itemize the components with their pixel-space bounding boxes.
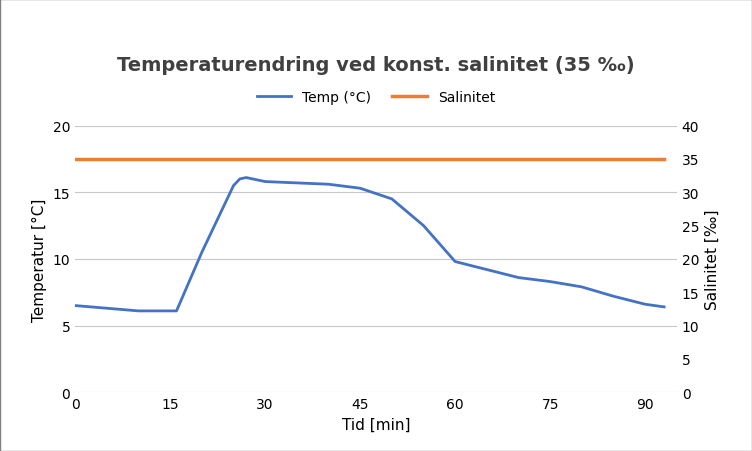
Line: Temp (°C): Temp (°C) [75,178,664,311]
Temp (°C) [546,279,555,285]
Temp (°C) [514,275,523,281]
Temp (°C) [641,302,650,307]
Temp (°C) [197,250,206,255]
Temp (°C) [660,304,669,310]
Temp (°C) [134,308,143,314]
Temp (°C) [419,223,428,229]
Temp (°C) [261,179,270,185]
Temp (°C) [578,285,587,290]
Y-axis label: Salinitet [‰]: Salinitet [‰] [705,209,720,309]
Temp (°C) [229,184,238,189]
Temp (°C) [450,259,459,265]
Temp (°C) [609,294,618,299]
Temp (°C) [235,177,244,182]
Temp (°C) [356,186,365,192]
Temp (°C) [223,197,232,202]
Temp (°C) [172,308,181,314]
Temp (°C) [293,181,302,186]
Temp (°C) [324,182,333,188]
X-axis label: Tid [min]: Tid [min] [341,417,411,432]
Y-axis label: Temperatur [°C]: Temperatur [°C] [32,198,47,321]
Temp (°C) [482,267,491,273]
Legend: Temp (°C), Salinitet: Temp (°C), Salinitet [251,85,501,110]
Temp (°C) [248,177,257,182]
Temp (°C) [165,308,174,314]
Temp (°C) [102,306,111,311]
Temp (°C) [71,303,80,308]
Temp (°C) [387,197,396,202]
Temp (°C) [241,175,250,181]
Title: Temperaturendring ved konst. salinitet (35 ‰): Temperaturendring ved konst. salinitet (… [117,56,635,75]
